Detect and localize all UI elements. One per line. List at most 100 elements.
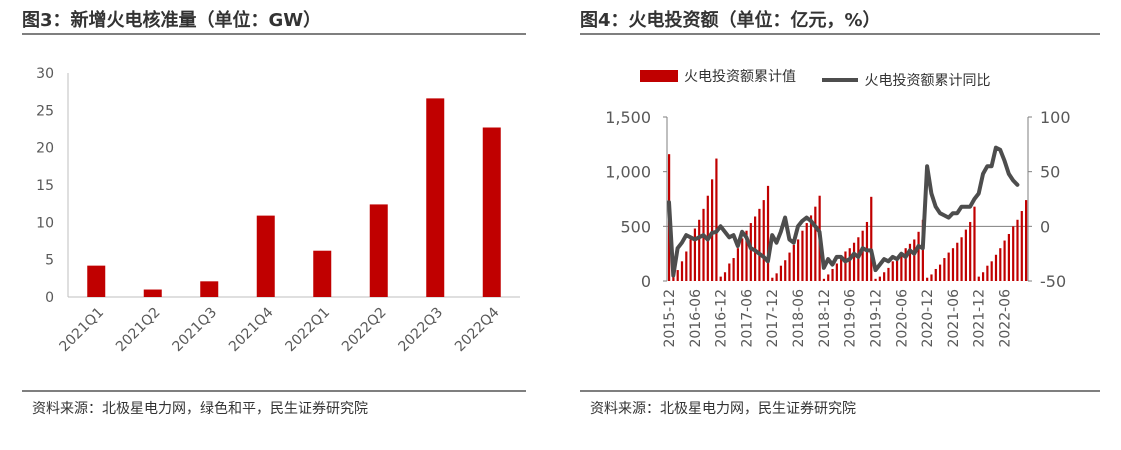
value-bar [693, 228, 697, 281]
value-bar [1025, 200, 1028, 281]
right-y-tick-label: 100 [1040, 108, 1071, 127]
value-bar [736, 248, 740, 281]
value-bar [685, 251, 688, 281]
legend-bar-swatch [640, 70, 678, 82]
right-y-tick-label: -50 [1040, 272, 1066, 291]
value-bar [741, 238, 744, 281]
value-bar [951, 248, 955, 281]
x-tick-label: 2017-12 [765, 289, 781, 348]
value-bar [715, 158, 718, 281]
right-title-rule [580, 33, 1100, 35]
bar-2021Q1 [87, 265, 106, 297]
left-y-tick-label: 1,500 [605, 108, 651, 127]
bar-2022Q3 [426, 98, 445, 298]
value-bar [719, 276, 722, 281]
value-bar [1003, 240, 1006, 281]
value-bar [840, 255, 843, 281]
left-y-tick-label: 500 [620, 217, 651, 236]
x-tick-label: 2020-12 [920, 289, 936, 348]
value-bar [723, 272, 727, 281]
value-bar [887, 267, 890, 281]
value-bar [758, 208, 761, 281]
right-chart-panel: 图4：火电投资额（单位：亿元，%） 火电投资额累计值 火电投资额累计同比 0 50… [580, 0, 1100, 450]
y-tick-label: 0 [45, 290, 54, 306]
value-bar [672, 276, 675, 281]
value-bar [926, 277, 929, 281]
y-tick-label: 5 [45, 253, 54, 269]
x-tick-label: 2021Q2 [113, 305, 164, 356]
bar-2021Q3 [200, 281, 219, 297]
value-bar [861, 230, 864, 281]
value-bar [878, 276, 881, 281]
value-bar [771, 277, 774, 281]
value-bar [917, 231, 920, 281]
value-bar [908, 243, 912, 281]
x-tick-label: 2022Q4 [452, 304, 503, 355]
value-bar [676, 270, 679, 281]
value-bar [732, 258, 735, 281]
left-y-tick-label: 0 [641, 272, 651, 291]
value-bar [990, 261, 993, 281]
left-y-tick-label: 1,000 [605, 163, 651, 182]
x-tick-label: 2015-12 [662, 289, 678, 348]
value-bar [947, 252, 950, 281]
left-source-rule [22, 390, 526, 392]
investment-legend: 火电投资额累计值 火电投资额累计同比 [640, 66, 1012, 90]
value-bar [956, 242, 959, 281]
bar-2022Q2 [369, 204, 388, 297]
left-title-rule [22, 33, 526, 35]
bar-2022Q4 [482, 127, 501, 297]
value-bar [852, 242, 856, 281]
right-source-rule [580, 390, 1100, 392]
value-bar [904, 248, 907, 281]
value-bar [788, 252, 791, 281]
value-bar [762, 200, 765, 281]
value-bar [805, 223, 808, 281]
legend-line-label: 火电投资额累计同比 [864, 73, 991, 89]
right-chart-title: 图4：火电投资额（单位：亿元，%） [580, 10, 881, 31]
value-bar [711, 179, 714, 281]
x-tick-label: 2020-06 [894, 289, 910, 348]
legend-bar-label: 火电投资额累计值 [684, 69, 796, 85]
value-bar [784, 260, 787, 281]
left-chart-title: 图3：新增火电核准量（单位：GW） [22, 10, 322, 31]
y-tick-label: 25 [36, 103, 54, 119]
x-tick-label: 2016-06 [688, 289, 704, 348]
bar-2021Q2 [143, 289, 162, 297]
value-bar [801, 230, 804, 281]
bar-2021Q4 [256, 215, 275, 297]
value-bar [999, 248, 1002, 281]
legend-item-yoy: 火电投资额累计同比 [822, 70, 990, 90]
value-bar [844, 251, 847, 281]
legend-item-cumulative-value: 火电投资额累计值 [640, 66, 796, 86]
x-tick-label: 2022-06 [997, 289, 1013, 348]
right-y-tick-label: 50 [1040, 163, 1060, 182]
value-bar [921, 219, 924, 281]
x-tick-label: 2018-12 [817, 289, 833, 348]
value-bar [883, 272, 886, 281]
left-chart-panel: 图3：新增火电核准量（单位：GW） 0 5 10 15 20 25 30 2021Q1 2021… [22, 0, 526, 450]
value-bar [977, 276, 980, 281]
investment-combo-chart: 0 500 1,000 1,500 -50 0 50 100 2015-12 2016-06 201… [605, 108, 1071, 348]
x-tick-label: 2021Q3 [169, 305, 220, 356]
yoy-line [667, 145, 1020, 278]
value-bar [969, 221, 972, 281]
value-bar [775, 273, 778, 281]
value-bar [814, 206, 817, 281]
x-tick-label: 2021-06 [946, 289, 962, 348]
x-tick-label: 2021Q1 [56, 305, 107, 356]
value-bar [973, 206, 976, 281]
legend-line-swatch [822, 78, 859, 82]
value-bar [895, 256, 899, 281]
value-bar [1007, 233, 1010, 281]
y-tick-label: 10 [36, 215, 54, 231]
value-bar [870, 196, 873, 281]
value-bar [831, 268, 834, 281]
x-tick-label: 2022Q2 [339, 305, 390, 356]
value-bar [766, 185, 770, 281]
right-y-tick-label: 0 [1040, 217, 1050, 236]
value-bar [728, 263, 731, 281]
value-bar [938, 264, 942, 281]
x-tick-label: 2017-06 [739, 289, 755, 348]
value-bar [702, 208, 705, 281]
